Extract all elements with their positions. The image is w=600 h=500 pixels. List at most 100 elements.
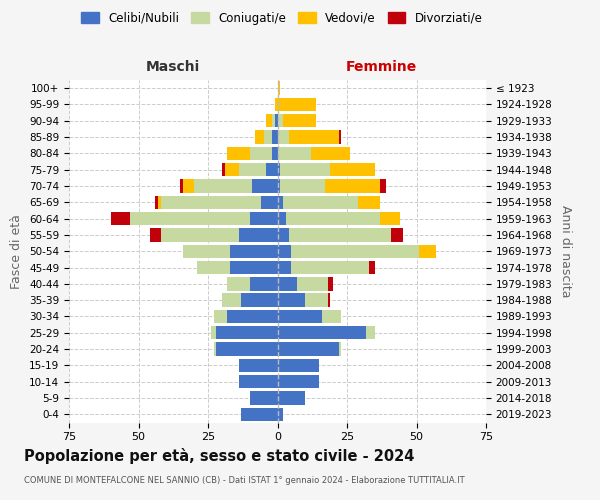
Text: Popolazione per età, sesso e stato civile - 2024: Popolazione per età, sesso e stato civil… [24, 448, 415, 464]
Bar [277, 358, 319, 372]
Bar [224, 163, 239, 176]
Bar [158, 196, 161, 209]
Y-axis label: Anni di nascita: Anni di nascita [559, 205, 572, 298]
Bar [369, 261, 375, 274]
Bar [230, 244, 277, 258]
Bar [111, 212, 130, 226]
Y-axis label: Fasce di età: Fasce di età [10, 214, 23, 288]
Bar [277, 114, 283, 128]
Bar [214, 310, 227, 323]
Bar [305, 294, 328, 307]
Bar [227, 310, 277, 323]
Bar [286, 212, 380, 226]
Bar [289, 130, 338, 144]
Bar [241, 294, 277, 307]
Bar [277, 212, 286, 226]
Bar [197, 261, 230, 274]
Bar [155, 196, 158, 209]
Bar [277, 180, 280, 192]
Bar [283, 196, 358, 209]
Legend: Celibi/Nubili, Coniugati/e, Vedovi/e, Divorziati/e: Celibi/Nubili, Coniugati/e, Vedovi/e, Di… [77, 7, 487, 30]
Bar [419, 244, 436, 258]
Bar [255, 130, 263, 144]
Bar [277, 244, 292, 258]
Bar [149, 228, 161, 241]
Bar [211, 326, 217, 340]
Bar [277, 277, 297, 290]
Bar [277, 392, 305, 404]
Bar [277, 146, 311, 160]
Bar [272, 146, 277, 160]
Bar [227, 277, 250, 290]
Bar [325, 180, 380, 192]
Bar [328, 294, 331, 307]
Bar [250, 146, 272, 160]
Bar [250, 392, 277, 404]
Bar [292, 244, 419, 258]
Text: COMUNE DI MONTEFALCONE NEL SANNIO (CB) - Dati ISTAT 1° gennaio 2024 - Elaborazio: COMUNE DI MONTEFALCONE NEL SANNIO (CB) -… [24, 476, 464, 485]
Bar [380, 212, 400, 226]
Bar [217, 326, 277, 340]
Bar [183, 244, 230, 258]
Bar [322, 310, 341, 323]
Bar [253, 180, 277, 192]
Bar [275, 98, 277, 111]
Bar [272, 114, 275, 128]
Bar [266, 163, 277, 176]
Bar [277, 408, 283, 421]
Bar [338, 130, 341, 144]
Bar [217, 342, 277, 356]
Bar [277, 375, 319, 388]
Bar [183, 180, 194, 192]
Text: Maschi: Maschi [146, 60, 200, 74]
Bar [277, 82, 280, 95]
Bar [241, 408, 277, 421]
Bar [277, 196, 283, 209]
Bar [194, 180, 253, 192]
Bar [222, 294, 241, 307]
Bar [277, 261, 292, 274]
Bar [367, 326, 375, 340]
Bar [380, 180, 386, 192]
Bar [161, 196, 261, 209]
Bar [331, 163, 375, 176]
Bar [180, 180, 183, 192]
Bar [277, 294, 305, 307]
Bar [277, 98, 316, 111]
Bar [263, 130, 272, 144]
Bar [358, 196, 380, 209]
Bar [275, 114, 277, 128]
Bar [130, 212, 250, 226]
Bar [280, 180, 325, 192]
Bar [222, 163, 224, 176]
Bar [277, 228, 289, 241]
Bar [277, 326, 367, 340]
Bar [277, 163, 280, 176]
Bar [250, 212, 277, 226]
Bar [277, 130, 289, 144]
Bar [338, 342, 341, 356]
Bar [280, 163, 331, 176]
Bar [214, 342, 217, 356]
Bar [272, 130, 277, 144]
Bar [283, 114, 316, 128]
Bar [239, 228, 277, 241]
Bar [311, 146, 350, 160]
Bar [261, 196, 277, 209]
Bar [239, 375, 277, 388]
Bar [277, 342, 338, 356]
Bar [230, 261, 277, 274]
Bar [239, 163, 266, 176]
Bar [227, 146, 250, 160]
Bar [277, 310, 322, 323]
Bar [266, 114, 272, 128]
Bar [391, 228, 403, 241]
Bar [289, 228, 391, 241]
Bar [161, 228, 239, 241]
Bar [250, 277, 277, 290]
Bar [239, 358, 277, 372]
Bar [297, 277, 328, 290]
Bar [292, 261, 369, 274]
Text: Femmine: Femmine [346, 60, 418, 74]
Bar [328, 277, 333, 290]
